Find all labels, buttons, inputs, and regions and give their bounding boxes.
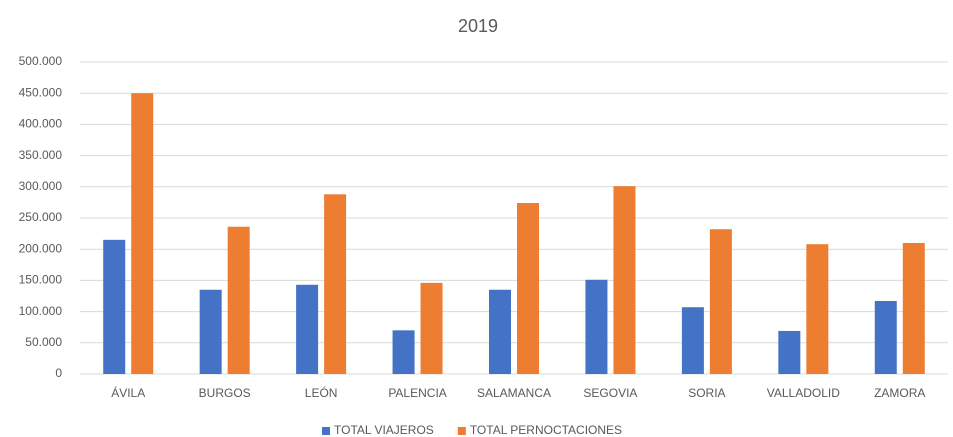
y-tick-label: 150.000 <box>19 273 63 287</box>
y-tick-label: 0 <box>55 366 62 380</box>
x-tick-label: VALLADOLID <box>767 386 840 400</box>
bar <box>874 300 897 374</box>
x-tick-label: PALENCIA <box>388 386 446 400</box>
y-tick-label: 200.000 <box>19 241 63 255</box>
bar <box>131 93 154 374</box>
bar <box>420 282 443 374</box>
legend-label: TOTAL PERNOCTACIONES <box>470 423 622 437</box>
bar <box>489 289 511 374</box>
x-tick-label: ZAMORA <box>874 386 925 400</box>
bar <box>681 307 704 374</box>
bar <box>324 194 347 374</box>
chart-title: 2019 <box>458 16 498 36</box>
bar <box>517 203 539 374</box>
bar <box>227 226 250 374</box>
y-tick-label: 300.000 <box>19 179 63 193</box>
y-tick-label: 450.000 <box>19 85 63 99</box>
x-tick-label: LEÓN <box>305 385 338 400</box>
bar <box>613 186 636 374</box>
legend-swatch <box>322 427 330 435</box>
x-tick-label: SALAMANCA <box>477 386 551 400</box>
bar <box>199 289 222 374</box>
bar <box>103 239 126 374</box>
bar <box>709 229 732 374</box>
bar <box>778 330 801 374</box>
y-tick-label: 100.000 <box>19 304 63 318</box>
y-tick-label: 350.000 <box>19 148 63 162</box>
bar <box>392 330 415 374</box>
y-tick-label: 400.000 <box>19 117 63 131</box>
bar <box>902 242 925 374</box>
legend-swatch <box>457 427 466 435</box>
y-tick-label: 250.000 <box>19 210 63 224</box>
bar <box>585 279 608 374</box>
bar <box>296 284 319 374</box>
bar <box>806 244 829 374</box>
legend-label: TOTAL VIAJEROS <box>334 423 434 437</box>
x-tick-label: SORIA <box>688 386 725 400</box>
x-tick-label: SEGOVIA <box>583 386 637 400</box>
x-tick-label: BURGOS <box>199 386 251 400</box>
y-tick-label: 500.000 <box>19 54 63 68</box>
x-tick-label: ÁVILA <box>111 385 145 400</box>
y-tick-label: 50.000 <box>25 335 62 349</box>
